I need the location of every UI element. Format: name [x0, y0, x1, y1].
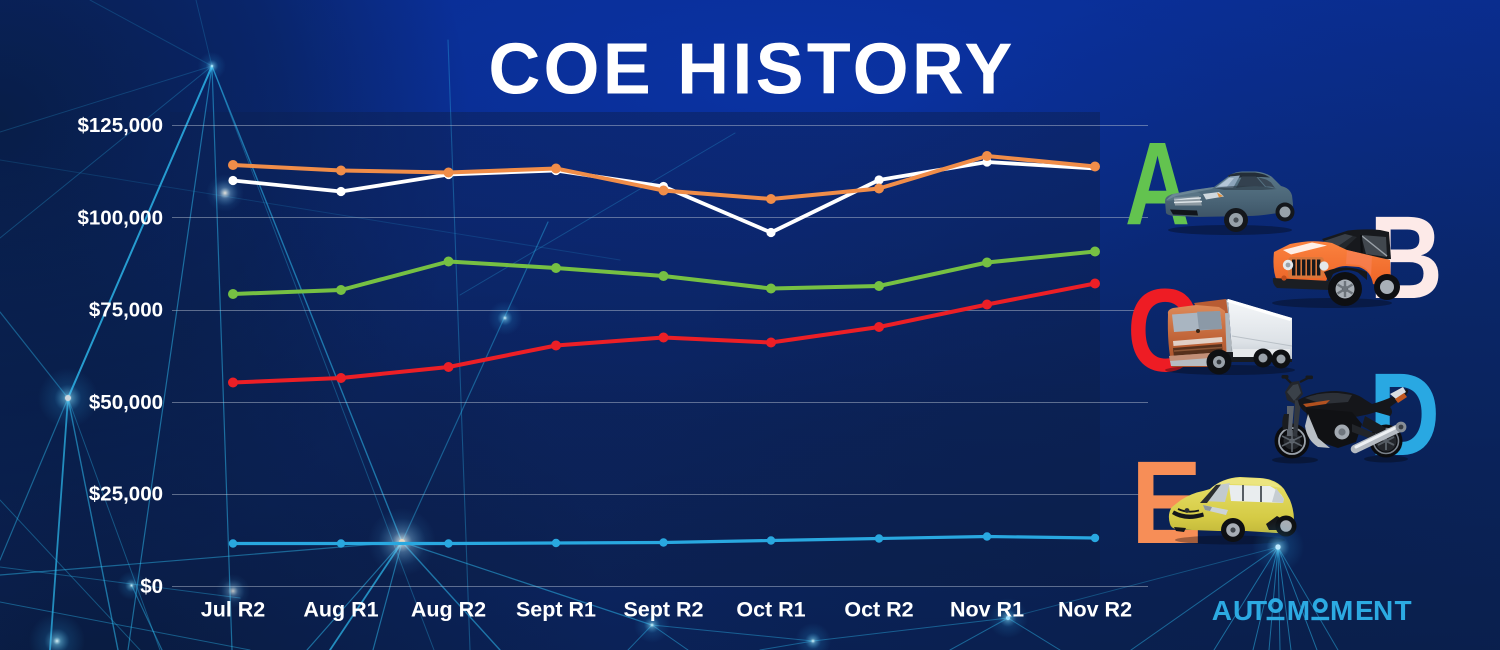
svg-text:E: E: [1355, 595, 1374, 626]
svg-text:$50,000: $50,000: [89, 391, 163, 414]
svg-text:$0: $0: [140, 575, 163, 598]
svg-text:$75,000: $75,000: [89, 299, 163, 322]
svg-text:A: A: [1212, 595, 1232, 626]
svg-text:A: A: [1125, 118, 1190, 250]
svg-text:Oct R2: Oct R2: [844, 598, 913, 622]
svg-text:T: T: [1395, 595, 1412, 626]
svg-text:$100,000: $100,000: [77, 206, 163, 229]
svg-text:U: U: [1233, 595, 1253, 626]
svg-text:Aug R1: Aug R1: [303, 598, 378, 622]
svg-text:Sept R1: Sept R1: [516, 598, 596, 622]
svg-text:Nov R2: Nov R2: [1058, 598, 1132, 622]
svg-text:$125,000: $125,000: [77, 114, 163, 137]
svg-text:Nov R1: Nov R1: [950, 598, 1024, 622]
svg-text:Aug R2: Aug R2: [411, 598, 486, 622]
svg-text:COE HISTORY: COE HISTORY: [488, 30, 1015, 110]
svg-text:M: M: [1287, 595, 1310, 626]
svg-text:D: D: [1369, 349, 1440, 481]
svg-text:M: M: [1330, 595, 1353, 626]
svg-text:Sept R2: Sept R2: [623, 598, 703, 622]
svg-text:Oct R1: Oct R1: [736, 598, 805, 622]
svg-text:T: T: [1250, 595, 1267, 626]
svg-text:$25,000: $25,000: [89, 483, 163, 506]
svg-text:N: N: [1373, 595, 1393, 626]
